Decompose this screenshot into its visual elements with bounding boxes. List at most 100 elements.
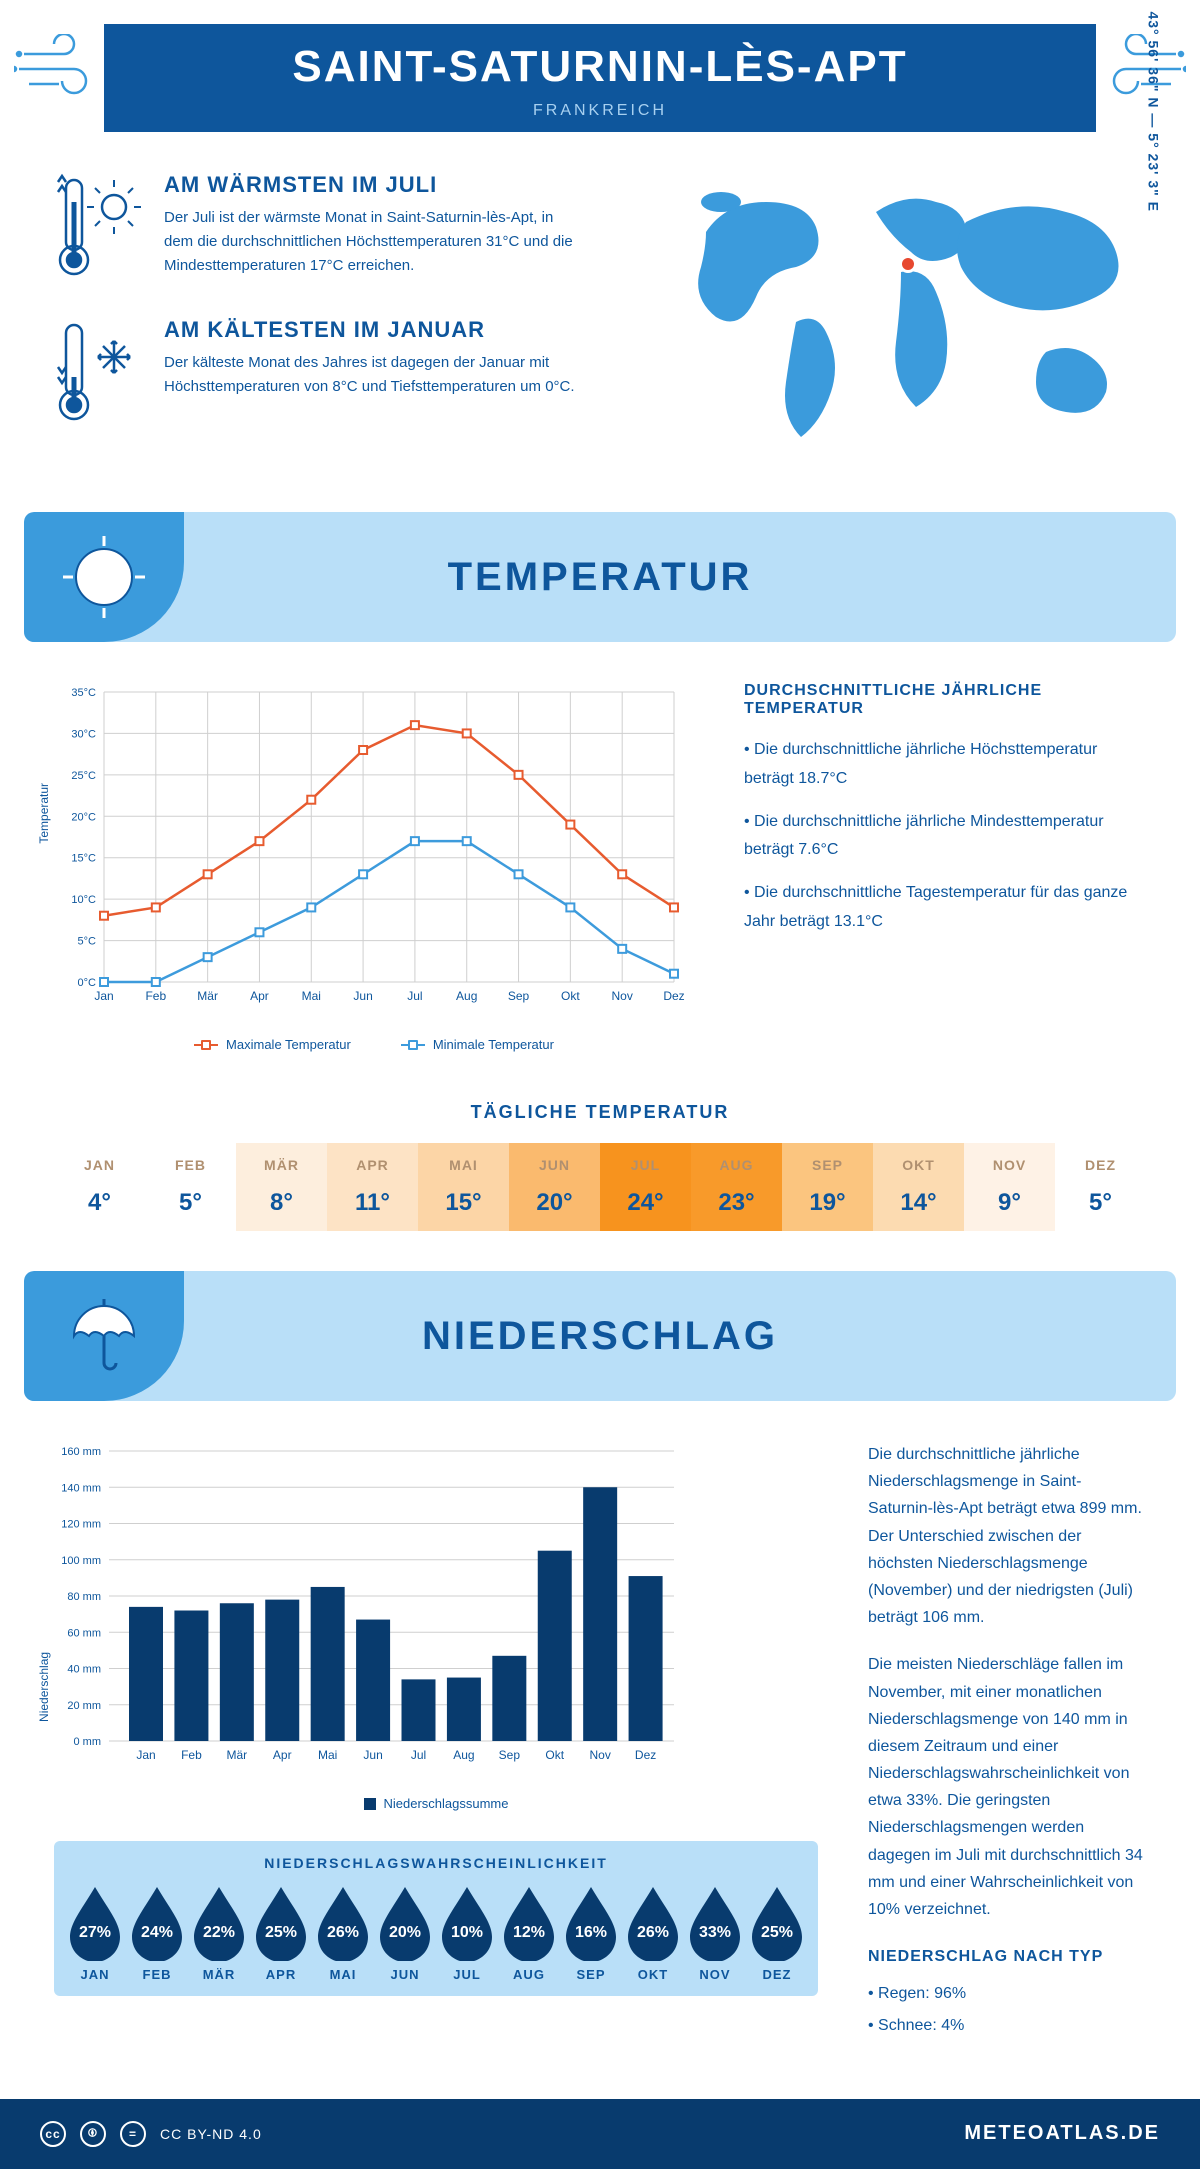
drop-item: 26% MAI <box>312 1883 374 1982</box>
svg-text:35°C: 35°C <box>71 687 96 699</box>
daily-cell: FEB5° <box>145 1143 236 1231</box>
precip-heading: NIEDERSCHLAG <box>422 1314 778 1359</box>
svg-text:Feb: Feb <box>181 1748 202 1762</box>
svg-text:Jul: Jul <box>407 989 422 1003</box>
svg-text:120 mm: 120 mm <box>61 1519 101 1531</box>
svg-text:Apr: Apr <box>250 989 269 1003</box>
drop-item: 25% DEZ <box>746 1883 808 1982</box>
svg-text:25°C: 25°C <box>71 770 96 782</box>
temp-bullet-2: • Die durchschnittliche jährliche Mindes… <box>744 808 1146 866</box>
svg-text:Jul: Jul <box>411 1748 426 1762</box>
world-map <box>666 172 1146 452</box>
daily-temp-title: TÄGLICHE TEMPERATUR <box>24 1102 1176 1123</box>
svg-text:Mär: Mär <box>226 1748 247 1762</box>
daily-cell: OKT14° <box>873 1143 964 1231</box>
svg-text:Nov: Nov <box>612 989 633 1003</box>
footer: cc 🅯 = CC BY-ND 4.0 METEOATLAS.DE <box>0 2099 1200 2169</box>
license-text: CC BY-ND 4.0 <box>160 2126 262 2142</box>
svg-text:15°C: 15°C <box>71 853 96 865</box>
svg-text:40 mm: 40 mm <box>67 1664 101 1676</box>
precip-bar-chart: 0 mm 20 mm 40 mm 60 mm 80 mm 100 mm 120 mm 140 … <box>54 1441 694 1781</box>
svg-text:Jun: Jun <box>363 1748 382 1762</box>
daily-cell: MAI15° <box>418 1143 509 1231</box>
svg-text:Feb: Feb <box>145 989 166 1003</box>
precip-para-1: Die durchschnittliche jährliche Niedersc… <box>868 1441 1146 1631</box>
svg-text:Okt: Okt <box>545 1748 564 1762</box>
drop-item: 33% NOV <box>684 1883 746 1982</box>
cold-fact-title: AM KÄLTESTEN IM JANUAR <box>164 317 584 343</box>
precip-section-header: NIEDERSCHLAG <box>24 1271 1176 1401</box>
svg-text:140 mm: 140 mm <box>61 1482 101 1494</box>
coordinates: 43° 56' 36" N — 5° 23' 3" E <box>1146 11 1162 212</box>
svg-text:Mai: Mai <box>302 989 321 1003</box>
drop-item: 25% APR <box>250 1883 312 1982</box>
daily-cell: DEZ5° <box>1055 1143 1146 1231</box>
daily-cell: AUG23° <box>691 1143 782 1231</box>
svg-text:Aug: Aug <box>456 989 477 1003</box>
daily-cell: JAN4° <box>54 1143 145 1231</box>
svg-text:0°C: 0°C <box>78 977 97 989</box>
precip-legend: Niederschlagssumme <box>384 1796 509 1811</box>
svg-text:Okt: Okt <box>561 989 580 1003</box>
svg-text:Dez: Dez <box>663 989 684 1003</box>
svg-text:10°C: 10°C <box>71 894 96 906</box>
brand: METEOATLAS.DE <box>964 2122 1160 2145</box>
daily-cell: MÄR8° <box>236 1143 327 1231</box>
country-subtitle: FRANKREICH <box>104 102 1096 120</box>
city-title: SAINT-SATURNIN-LÈS-APT <box>104 42 1096 92</box>
drop-item: 24% FEB <box>126 1883 188 1982</box>
legend-min: Minimale Temperatur <box>433 1037 554 1052</box>
svg-text:Sep: Sep <box>508 989 530 1003</box>
sun-icon <box>24 512 184 642</box>
drop-item: 20% JUN <box>374 1883 436 1982</box>
temp-bullet-3: • Die durchschnittliche Tagestemperatur … <box>744 879 1146 937</box>
drop-item: 27% JAN <box>64 1883 126 1982</box>
svg-text:20°C: 20°C <box>71 811 96 823</box>
svg-text:20 mm: 20 mm <box>67 1700 101 1712</box>
daily-cell: NOV9° <box>964 1143 1055 1231</box>
svg-text:5°C: 5°C <box>78 936 97 948</box>
warm-fact-title: AM WÄRMSTEN IM JULI <box>164 172 584 198</box>
svg-text:Apr: Apr <box>273 1748 292 1762</box>
daily-cell: APR11° <box>327 1143 418 1231</box>
svg-text:Nov: Nov <box>589 1748 610 1762</box>
temp-info-title: DURCHSCHNITTLICHE JÄHRLICHE TEMPERATUR <box>744 682 1146 718</box>
temp-y-axis-label: Temperatur <box>37 783 51 844</box>
prob-title: NIEDERSCHLAGSWAHRSCHEINLICHKEIT <box>54 1855 818 1871</box>
svg-text:Mai: Mai <box>318 1748 337 1762</box>
svg-text:60 mm: 60 mm <box>67 1627 101 1639</box>
precip-para-2: Die meisten Niederschläge fallen im Nove… <box>868 1651 1146 1923</box>
by-icon: 🅯 <box>80 2121 106 2147</box>
svg-text:Mär: Mär <box>197 989 218 1003</box>
drop-item: 26% OKT <box>622 1883 684 1982</box>
precip-y-axis-label: Niederschlag <box>37 1652 51 1722</box>
drop-item: 22% MÄR <box>188 1883 250 1982</box>
drop-item: 10% JUL <box>436 1883 498 1982</box>
svg-text:100 mm: 100 mm <box>61 1555 101 1567</box>
svg-text:Jun: Jun <box>353 989 372 1003</box>
temp-bullet-1: • Die durchschnittliche jährliche Höchst… <box>744 736 1146 794</box>
drop-item: 12% AUG <box>498 1883 560 1982</box>
svg-text:0 mm: 0 mm <box>74 1736 102 1748</box>
svg-text:160 mm: 160 mm <box>61 1446 101 1458</box>
cold-fact-text: Der kälteste Monat des Jahres ist dagege… <box>164 351 584 399</box>
temperature-line-chart: 0°C5°C10°C15°C20°C25°C30°C35°CJanFebMärA… <box>54 682 694 1022</box>
wind-icon <box>1096 34 1186 109</box>
daily-cell: SEP19° <box>782 1143 873 1231</box>
umbrella-icon <box>24 1271 184 1401</box>
drop-item: 16% SEP <box>560 1883 622 1982</box>
precip-probability-drops: 27% JAN 24% FEB 22% MÄR 25% APR <box>54 1883 818 1982</box>
svg-text:30°C: 30°C <box>71 728 96 740</box>
daily-cell: JUL24° <box>600 1143 691 1231</box>
nd-icon: = <box>120 2121 146 2147</box>
temperature-section-header: TEMPERATUR <box>24 512 1176 642</box>
warm-fact-text: Der Juli ist der wärmste Monat in Saint-… <box>164 206 584 278</box>
thermometer-snow-icon <box>54 317 144 432</box>
svg-text:Dez: Dez <box>635 1748 656 1762</box>
svg-text:Aug: Aug <box>453 1748 474 1762</box>
legend-max: Maximale Temperatur <box>226 1037 351 1052</box>
precip-type-2: • Schnee: 4% <box>868 2012 1146 2039</box>
svg-text:80 mm: 80 mm <box>67 1591 101 1603</box>
precip-type-title: NIEDERSCHLAG NACH TYP <box>868 1943 1146 1970</box>
cc-icon: cc <box>40 2121 66 2147</box>
